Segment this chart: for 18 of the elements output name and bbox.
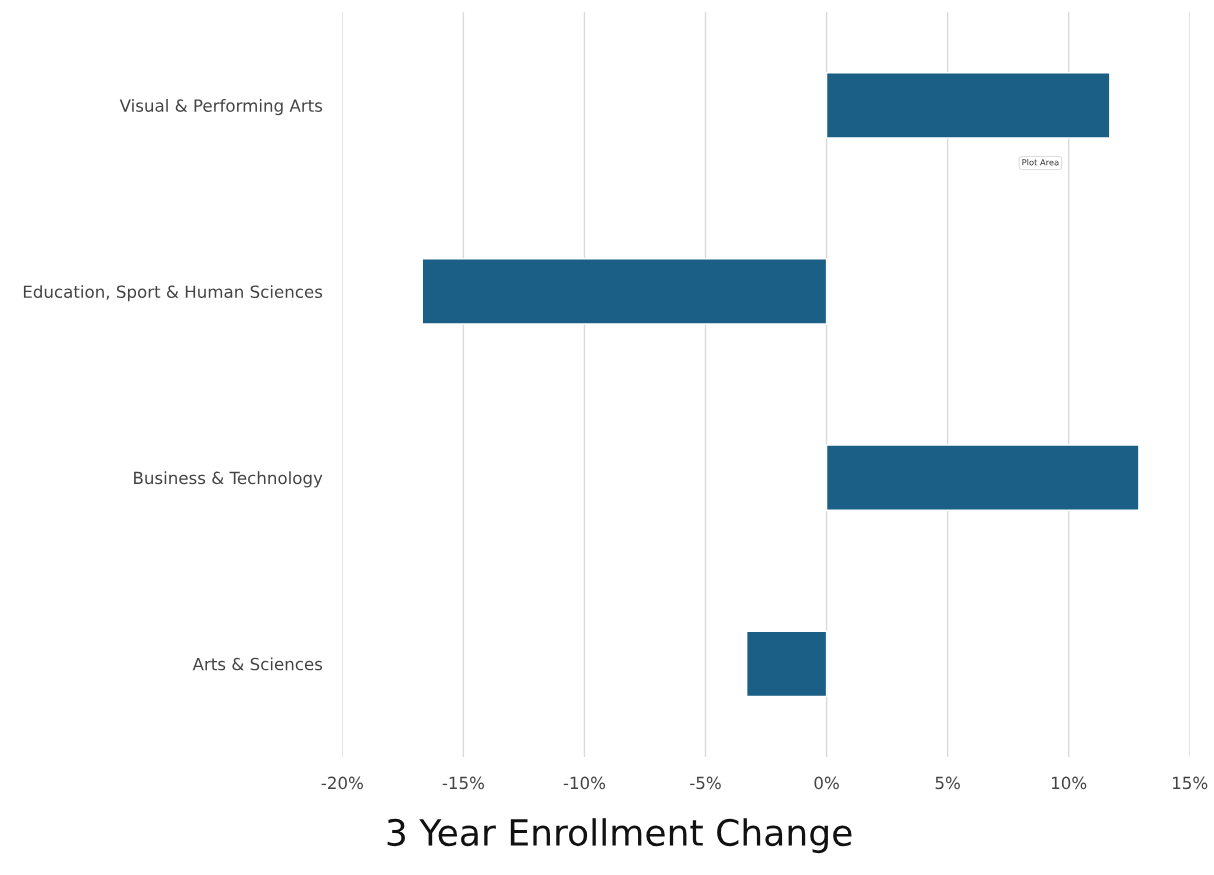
x-tick-label: 5%: [935, 776, 960, 790]
x-tick-label: 15%: [1173, 776, 1208, 790]
y-tick-label: Visual & Performing Arts: [119, 99, 323, 116]
x-tick-label: 10%: [1051, 776, 1087, 790]
annotation: Plot Area: [1022, 158, 1059, 166]
y-tick-label: Arts & Sciences: [192, 657, 323, 671]
text: 3 Year Enrollment Change: [387, 818, 852, 854]
y-tick-label: Business & Technology: [134, 471, 323, 488]
x-tick-label: -10%: [563, 776, 606, 790]
x-tick-label: -5%: [690, 776, 721, 790]
x-tick-label: -20%: [321, 776, 363, 790]
bar: [421, 258, 828, 325]
bar: [745, 630, 828, 698]
x-tick-label: -15%: [442, 776, 485, 790]
bar: [825, 444, 1140, 511]
y-tick-label: Education, Sport & Human Sciences: [23, 285, 323, 302]
x-tick-label: 0%: [814, 776, 839, 790]
bar: [825, 72, 1111, 139]
